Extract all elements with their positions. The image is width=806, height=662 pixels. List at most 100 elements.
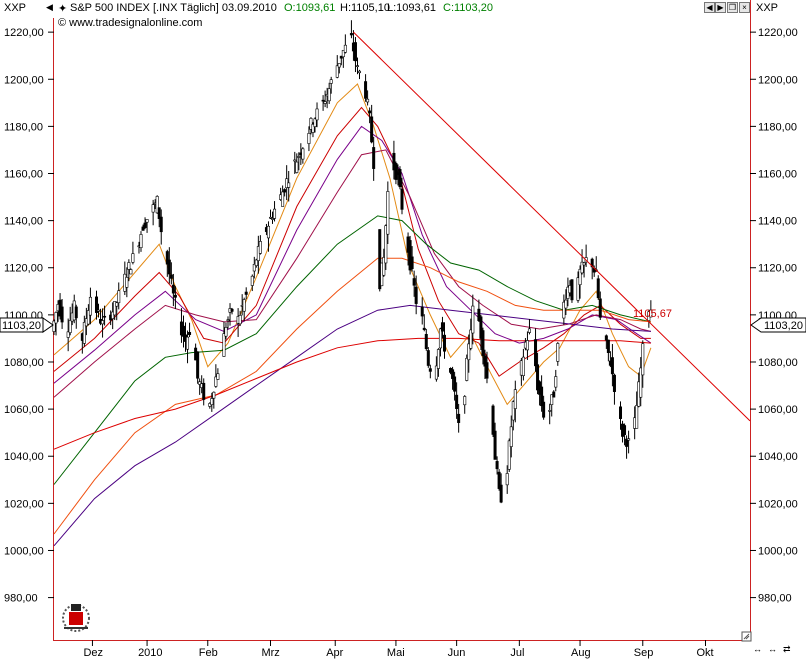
candle-body [222,333,226,357]
candle-body [562,301,566,319]
candle-body [548,410,552,412]
y-tick-label-right: 1120,00 [758,263,797,275]
candle-body [212,391,216,399]
candle-body [525,340,529,351]
x-tick-label: Aug [571,647,591,659]
candle-body [457,413,461,423]
y-tick-label-right: 1000,00 [758,545,798,557]
candle-body [327,88,331,102]
candle-body [438,328,442,349]
candle-body [570,279,574,301]
candle-body [513,389,517,409]
candle-body [86,310,90,325]
candle-body [311,124,315,133]
price-tag-right-label: 1103,20 [764,320,803,332]
candle-body [111,311,115,319]
logo [62,604,90,632]
chart-plot-area [54,18,750,640]
ohlc-high: H:1105,10 [340,2,390,14]
trendline-layer [353,31,751,422]
candle-body [469,329,473,349]
candle-body [181,325,185,337]
candle-body [623,425,627,435]
candle-body [552,391,556,398]
ohlc-open: O:1093,61 [284,2,336,14]
candle-body [188,331,192,335]
candle-body [580,261,584,274]
y-tick-label-left: 1160,00 [4,169,43,181]
candle-body [268,216,272,219]
candle-body [101,320,105,325]
y-tick-label-right: 1040,00 [758,451,798,463]
candle-body [509,426,513,447]
y-tick-label-right: 980,00 [758,593,792,605]
y-tick-label-left: 1080,00 [4,357,44,369]
price-tag-right: 1103,20 [750,317,806,333]
candle-body [414,286,418,304]
candle-body [578,268,582,285]
candle-body [337,63,341,68]
copyright-text: © www.tradesignalonline.com [58,17,203,29]
candle-body [297,156,301,158]
candle-body [491,405,495,435]
candle-body [511,401,515,421]
candle-body [52,320,56,332]
expand-icon[interactable]: ◀ [46,2,53,12]
candle-body [131,253,135,263]
candle-body [171,284,175,294]
moving-average-line [53,304,651,547]
y-tick-label-left: 1120,00 [4,263,43,275]
candle-body [349,33,353,36]
candle-body [250,275,254,286]
y-tick-label-right: 1020,00 [758,498,798,510]
candle-body [238,315,242,325]
fit-icon[interactable]: ⇄ [783,644,791,654]
candle-body [364,81,368,99]
candle-body [378,229,382,290]
x-tick-label: Dez [83,647,103,659]
candle-body [353,42,357,62]
x-tick-label: Okt [696,647,713,659]
chart-header: XXP ◀ ✦ S&P 500 INDEX [.INX Täglich] 03.… [0,0,806,29]
y-tick-label-left: 1020,00 [4,498,44,510]
candle-body [355,65,359,67]
candle-body [157,207,161,219]
symbol-left[interactable]: XXP [4,2,27,14]
arrow-right-icon[interactable]: ▶ [715,2,726,13]
y-tick-label-right: 1200,00 [758,74,798,86]
zoom-horizontal-icon[interactable]: ↔ [768,644,777,654]
candle-body [88,296,92,316]
candle-body [258,241,262,254]
candle-body [252,264,256,272]
scroll-horizontal-icon[interactable]: ↔ [753,644,762,654]
arrow-left-icon[interactable]: ◀ [704,2,715,13]
candle-body [370,116,374,143]
candle-body [60,306,64,323]
candle-body [202,382,206,400]
candle-body [596,278,600,299]
close-icon[interactable]: × [739,2,750,13]
candle-body [556,343,560,362]
y-tick-label-right: 1220,00 [758,27,798,39]
candle-body [117,290,121,304]
resize-grip-icon[interactable] [741,631,752,642]
candle-body [612,374,616,392]
candle-body [281,191,285,207]
y-tick-label-right: 1140,00 [758,216,797,228]
symbol-right[interactable]: XXP [756,2,779,14]
candle-body [392,152,396,171]
candle-body [230,308,234,312]
candle-body [606,339,610,354]
candle-body [386,191,390,235]
candle-body [455,394,459,409]
x-tick-label: Sep [634,647,654,659]
candle-body [398,169,402,188]
candle-body [440,322,444,332]
candle-body [453,376,457,392]
candle-body [598,298,602,318]
restore-icon[interactable]: ❐ [727,2,738,13]
candle-body [159,216,163,233]
candle-body [210,398,214,405]
candle-body [610,357,614,375]
